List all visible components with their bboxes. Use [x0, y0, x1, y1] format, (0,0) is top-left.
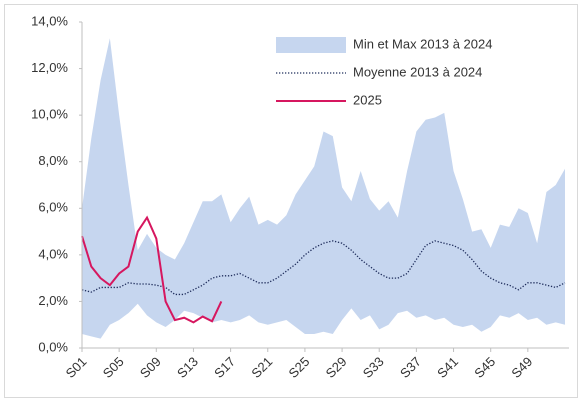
y-tick-label: 6,0% — [38, 200, 68, 215]
mean-line — [81, 240, 566, 296]
legend-label: Moyenne 2013 à 2024 — [353, 64, 482, 79]
y-tick-label: 4,0% — [38, 246, 68, 261]
legend-label: Min et Max 2013 à 2024 — [353, 36, 492, 51]
y-tick-label: 14,0% — [31, 13, 68, 28]
y-tick-label: 10,0% — [31, 107, 68, 122]
y-tick-label: 12,0% — [31, 60, 68, 75]
current-year-line — [81, 215, 223, 324]
y-tick-label: 2,0% — [38, 293, 68, 308]
y-tick-label: 0,0% — [38, 339, 68, 354]
legend-label: 2025 — [353, 92, 382, 107]
min-max-band — [82, 38, 565, 339]
legend-swatch — [276, 37, 346, 53]
y-tick-label: 8,0% — [38, 153, 68, 168]
